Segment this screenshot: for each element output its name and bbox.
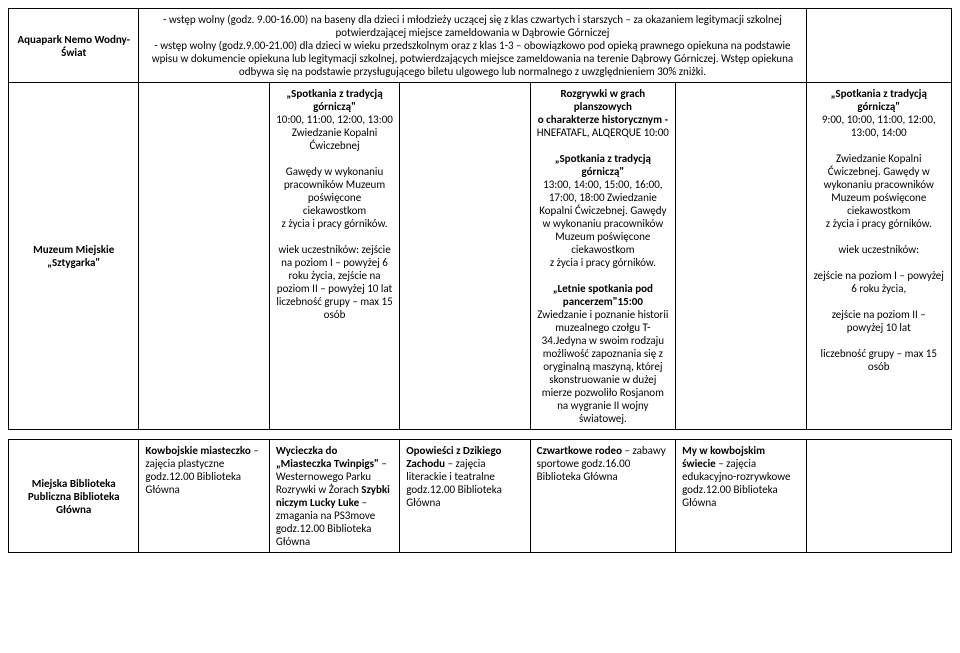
muzeum-c1	[139, 83, 269, 430]
biblioteka-c6	[806, 440, 952, 553]
muzeum-c2-body: 10:00, 11:00, 12:00, 13:00 Zwiedzanie Ko…	[276, 113, 393, 321]
biblioteka-c2: Wycieczka do „Miasteczka Twinpigs" – Wes…	[269, 440, 399, 553]
muzeum-c3	[400, 83, 530, 430]
muzeum-c6-t1: „Spotkania z tradycją górniczą"	[831, 87, 927, 113]
aquapark-desc: - wstęp wolny (godz. 9.00-16.00) na base…	[139, 9, 806, 83]
muzeum-c6: „Spotkania z tradycją górniczą" 9:00, 10…	[806, 83, 952, 430]
biblioteka-c3: Opowieści z Dzikiego Zachodu – zajęcia l…	[400, 440, 530, 553]
aquapark-label: Aquapark Nemo Wodny-Świat	[9, 9, 139, 83]
muzeum-c5	[676, 83, 806, 430]
spacer-row	[9, 430, 952, 440]
bib-c1-b: Kowbojskie miasteczko	[145, 444, 250, 457]
biblioteka-c1: Kowbojskie miasteczko – zajęcia plastycz…	[139, 440, 269, 553]
biblioteka-label: Miejska Biblioteka Publiczna Biblioteka …	[9, 440, 139, 553]
muzeum-c2: „Spotkania z tradycją górniczą" 10:00, 1…	[269, 83, 399, 430]
muzeum-c4-t2: „Spotkania z tradycją górniczą"	[555, 152, 651, 178]
biblioteka-c5: My w kowbojskim świecie – zajęcia edukac…	[676, 440, 806, 553]
muzeum-c4-t1: Rozgrywki w grach planszowych o charakte…	[538, 87, 668, 126]
muzeum-c4: Rozgrywki w grach planszowych o charakte…	[530, 83, 675, 430]
bib-c4-b: Czwartkowe rodeo	[537, 444, 622, 457]
row-aquapark: Aquapark Nemo Wodny-Świat - wstęp wolny …	[9, 9, 952, 83]
muzeum-label: Muzeum Miejskie „Sztygarka"	[9, 83, 139, 430]
row-muzeum: Muzeum Miejskie „Sztygarka" „Spotkania z…	[9, 83, 952, 430]
row-biblioteka: Miejska Biblioteka Publiczna Biblioteka …	[9, 440, 952, 553]
muzeum-c4-t3: „Letnie spotkania pod pancerzem"15:00	[553, 282, 653, 308]
muzeum-c2-title: „Spotkania z tradycją górniczą"	[286, 87, 382, 113]
schedule-table: Aquapark Nemo Wodny-Świat - wstęp wolny …	[8, 8, 952, 553]
biblioteka-c4: Czwartkowe rodeo – zabawy sportowe godz.…	[530, 440, 675, 553]
muzeum-c6-l1: 9:00, 10:00, 11:00, 12:00, 13:00, 14:00 …	[814, 113, 944, 373]
muzeum-c4-l2: 13:00, 14:00, 15:00, 16:00, 17:00, 18:00…	[539, 178, 666, 269]
bib-c2-b1: Wycieczka do „Miasteczka Twinpigs"	[276, 444, 379, 470]
muzeum-c4-l1: HNEFATAFL, ALQERQUE 10:00	[537, 126, 669, 139]
aquapark-empty	[806, 9, 952, 83]
muzeum-c4-l3: Zwiedzanie i poznanie historii muzealneg…	[537, 308, 668, 425]
